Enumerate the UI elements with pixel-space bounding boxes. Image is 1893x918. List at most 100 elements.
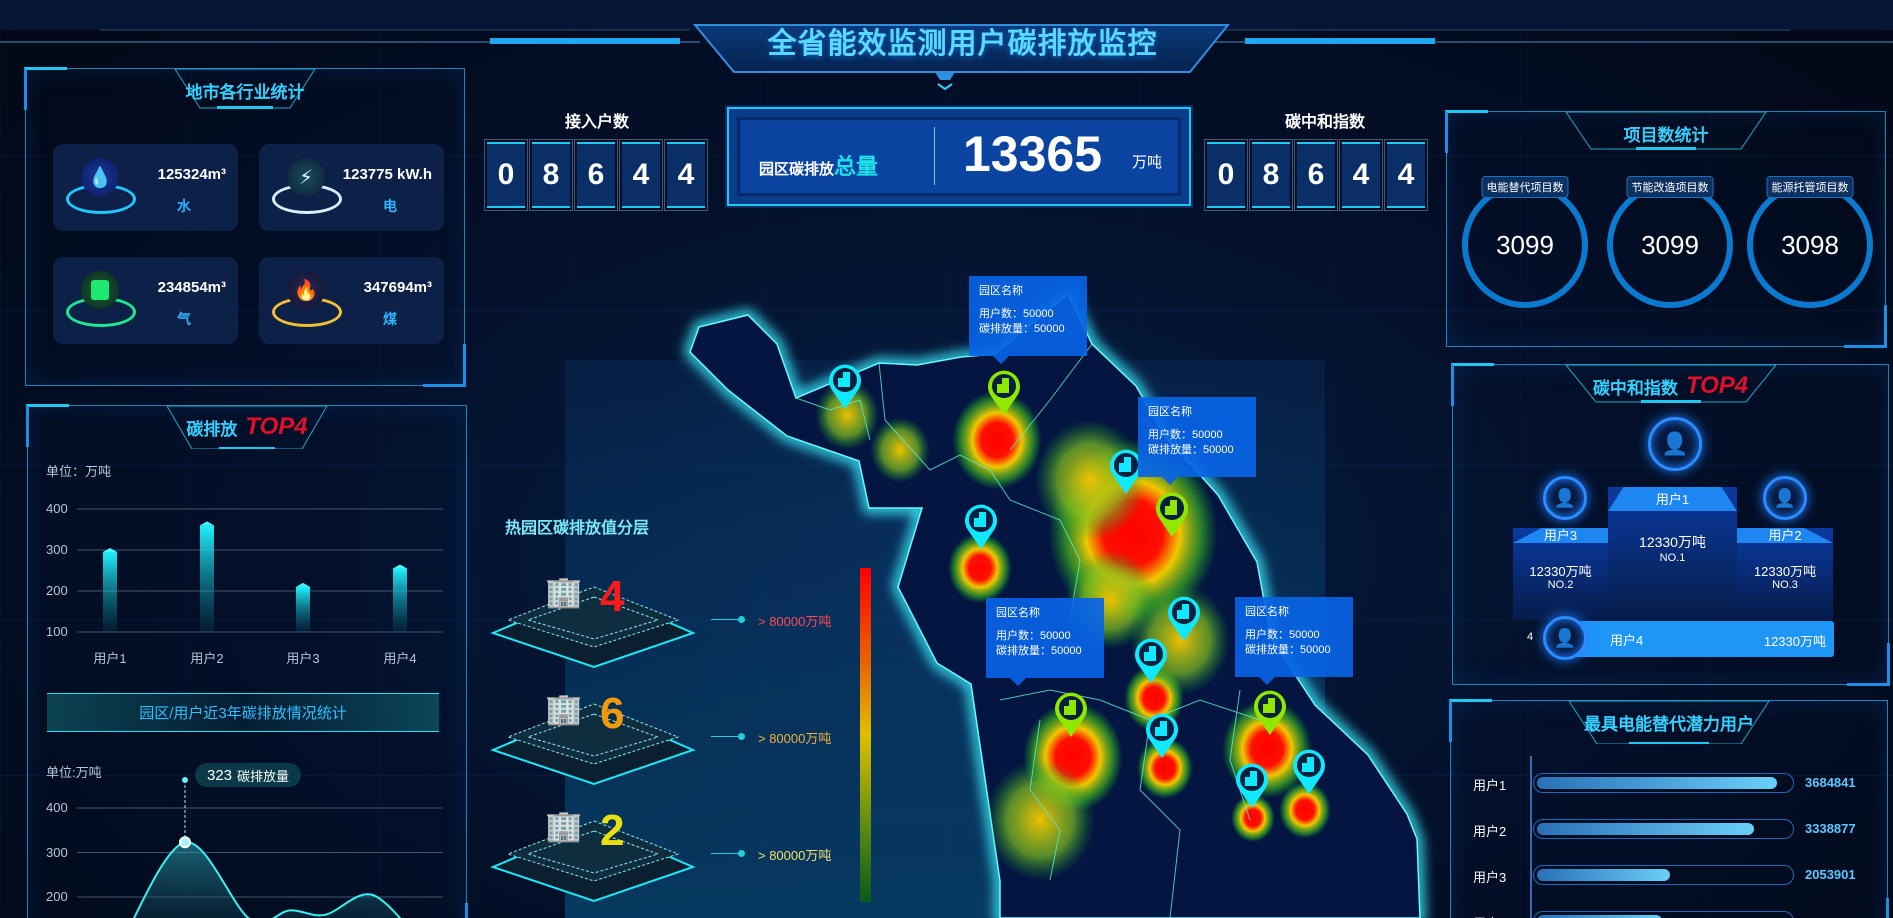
stat-label: 水 bbox=[177, 198, 191, 214]
top4-badge: TOP4 bbox=[1685, 372, 1749, 399]
building-icon bbox=[1165, 500, 1177, 515]
heat-blob bbox=[1137, 737, 1193, 799]
bar-cap bbox=[200, 521, 214, 526]
heat-layer bbox=[815, 379, 1331, 881]
x-tick-label: 用户2 bbox=[190, 651, 224, 666]
building-icon bbox=[1064, 700, 1076, 715]
stat-value: 234854m³ bbox=[157, 279, 226, 296]
series-line bbox=[133, 841, 402, 918]
potential-bar-track bbox=[1533, 865, 1794, 885]
data-point bbox=[179, 836, 191, 849]
gas-icon bbox=[81, 271, 119, 309]
flame-icon: 🔥 bbox=[287, 271, 325, 309]
leader-line bbox=[711, 850, 745, 857]
layer-platform bbox=[490, 586, 696, 669]
park-marker-pin[interactable] bbox=[1053, 690, 1089, 738]
bar bbox=[200, 525, 214, 632]
podium-second: 用户3 12330万吨 NO.2 bbox=[1513, 528, 1608, 620]
total-emission-box: 园区碳排放总量 13365 万吨 bbox=[725, 105, 1193, 208]
park-marker-pin[interactable] bbox=[827, 362, 863, 410]
user-count: 50000 bbox=[1289, 629, 1320, 641]
user-avatar-icon: 👤 bbox=[1763, 476, 1807, 520]
park-marker-pin[interactable] bbox=[1252, 688, 1288, 736]
fourth-value: 12330万吨 bbox=[1763, 634, 1826, 649]
park-marker-pin[interactable] bbox=[1133, 636, 1169, 684]
heat-blob bbox=[985, 759, 1095, 881]
area-fill bbox=[134, 842, 400, 918]
building-icon: 🏢 bbox=[545, 693, 583, 726]
building-icon bbox=[1119, 457, 1131, 472]
potential-bar-track bbox=[1533, 911, 1794, 918]
lightning-icon: ⚡ bbox=[287, 158, 325, 196]
panel-title-tab: 最具电能替代潜力用户 bbox=[1529, 700, 1809, 744]
potential-user-name: 用户1 bbox=[1473, 778, 1507, 793]
project-value: 3099 bbox=[1496, 229, 1554, 260]
heat-blob bbox=[952, 390, 1042, 490]
total-label: 园区碳排放总量 bbox=[759, 154, 879, 179]
header-frame bbox=[0, 0, 1893, 91]
park-marker-pin[interactable] bbox=[1154, 490, 1190, 538]
potential-user-name: 用户3 bbox=[1473, 870, 1507, 885]
bar bbox=[393, 568, 407, 632]
potential-bar-fill bbox=[1537, 823, 1754, 835]
building-icon bbox=[1302, 757, 1314, 772]
podium-value: 12330万吨 bbox=[1529, 564, 1592, 579]
layer-count: 6 bbox=[600, 689, 625, 738]
y-tick-label: 200 bbox=[46, 889, 68, 904]
heat-color-scale bbox=[860, 568, 871, 902]
park-marker-pin[interactable] bbox=[1108, 447, 1144, 495]
project-count-ring: 能源托管项目数 3098 bbox=[1747, 176, 1873, 308]
park-name: 园区名称 bbox=[1245, 606, 1289, 618]
page-title: 全省能效监测用户碳排放监控 bbox=[767, 28, 1158, 60]
park-marker-pin[interactable] bbox=[986, 368, 1022, 416]
heat-blob bbox=[1279, 781, 1331, 839]
stat-card-water: 💧 125324m³ 水 bbox=[53, 144, 238, 231]
panel-title: 碳中和指数 bbox=[1592, 378, 1678, 398]
heat-blob bbox=[815, 379, 879, 451]
podium-rank: NO.1 bbox=[1659, 552, 1686, 564]
layer-threshold: > 80000万吨 bbox=[758, 614, 832, 629]
building-icon bbox=[974, 512, 986, 527]
leader-line bbox=[711, 733, 745, 740]
y-tick-label: 200 bbox=[46, 583, 68, 598]
water-drop-icon: 💧 bbox=[81, 158, 119, 196]
projects-panel: 项目数统计 bbox=[1445, 110, 1887, 348]
counter-digit: 6 bbox=[1294, 139, 1338, 211]
park-marker-pin[interactable] bbox=[1144, 711, 1180, 759]
podium-rank: NO.2 bbox=[1547, 579, 1574, 591]
panel-title: 项目数统计 bbox=[1623, 125, 1709, 145]
potential-bar-fill bbox=[1537, 869, 1670, 881]
park-marker-pin[interactable] bbox=[1166, 594, 1202, 642]
heat-blob bbox=[1035, 419, 1145, 541]
potential-value: 2053901 bbox=[1805, 867, 1856, 882]
y-tick-label: 300 bbox=[46, 542, 68, 557]
bar-chart-unit: 单位：万吨 bbox=[46, 464, 112, 479]
stat-card-coal: 🔥 347694m³ 煤 bbox=[259, 257, 444, 344]
building-icon bbox=[1245, 771, 1257, 786]
y-tick-label: 400 bbox=[46, 800, 68, 815]
pointer-dot bbox=[182, 777, 188, 783]
podium-name: 用户3 bbox=[1543, 528, 1578, 543]
park-marker-pin[interactable] bbox=[1291, 747, 1327, 795]
podium-value: 12330万吨 bbox=[1639, 534, 1706, 550]
panel-title: 地市各行业统计 bbox=[185, 82, 305, 102]
user-count: 50000 bbox=[1040, 630, 1071, 642]
user-avatar-icon: 👤 bbox=[1543, 476, 1587, 520]
line-chart-unit: 单位:万吨 bbox=[46, 765, 102, 780]
y-tick-label: 300 bbox=[46, 844, 68, 860]
trend-section-banner: 园区/用户近3年碳排放情况统计 bbox=[47, 693, 439, 732]
stat-card-gas: 234854m³ 气 bbox=[53, 257, 238, 344]
stat-label: 气 bbox=[177, 311, 191, 327]
counter-digit: 4 bbox=[1384, 139, 1428, 211]
households-label: 接入户数 bbox=[564, 114, 629, 131]
bar-cap bbox=[296, 582, 310, 587]
park-marker-pin[interactable] bbox=[963, 502, 999, 550]
park-name: 园区名称 bbox=[979, 285, 1023, 297]
park-marker-pin[interactable] bbox=[1234, 761, 1270, 809]
fourth-rank: 4 bbox=[1527, 631, 1534, 643]
y-tick-label: 100 bbox=[46, 624, 68, 639]
counter-digit: 4 bbox=[619, 139, 663, 211]
building-icon bbox=[1177, 604, 1189, 619]
fourth-place-row: 用户4 12330万吨 bbox=[1565, 621, 1834, 657]
